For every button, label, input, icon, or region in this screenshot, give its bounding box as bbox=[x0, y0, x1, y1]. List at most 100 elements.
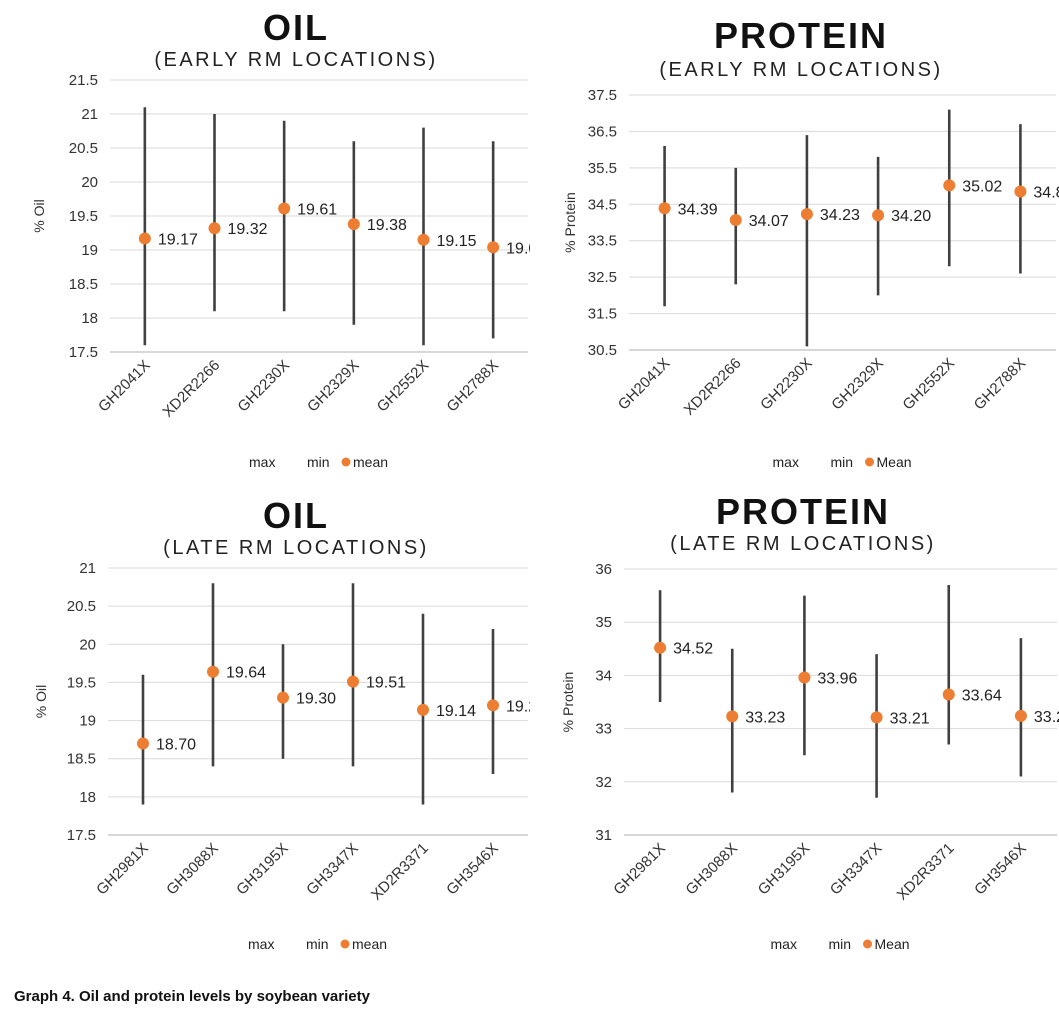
mean-point bbox=[417, 703, 429, 716]
legend-marker-mean bbox=[341, 457, 351, 467]
legend-label-mean: mean bbox=[352, 936, 387, 952]
chart-subtitle: (EARLY RM LOCATIONS) bbox=[154, 49, 437, 71]
y-tick-label: 30.5 bbox=[588, 342, 617, 359]
chart-svg: PROTEIN (EARLY RM LOCATIONS) 30.5 31.5 32.5 3… bbox=[562, 15, 1059, 470]
mean-point bbox=[800, 208, 813, 221]
x-tick-label: GH2041X bbox=[95, 357, 154, 416]
x-tick-label: GH2041X bbox=[615, 355, 674, 414]
x-tick-label: XD2R2266 bbox=[159, 357, 223, 421]
mean-point bbox=[138, 232, 151, 245]
y-tick-label: 18.5 bbox=[69, 276, 98, 293]
y-tick-label: 19 bbox=[79, 713, 96, 730]
legend-label-max: max bbox=[773, 454, 799, 470]
mean-point bbox=[1014, 709, 1027, 722]
y-tick-label: 20.5 bbox=[67, 598, 96, 615]
y-tick-label: 33 bbox=[595, 721, 612, 738]
mean-point bbox=[137, 737, 149, 750]
chart-title: PROTEIN bbox=[714, 15, 888, 56]
legend-label-min: min bbox=[829, 936, 852, 952]
x-tick-label: GH2981X bbox=[93, 840, 152, 899]
data-label: 34.07 bbox=[749, 213, 789, 230]
y-tick-label: 37.5 bbox=[588, 87, 617, 104]
data-label: 34.52 bbox=[673, 641, 713, 658]
figure-caption: Graph 4. Oil and protein levels by soybe… bbox=[14, 988, 370, 1005]
x-tick-label: XD2R3371 bbox=[368, 840, 432, 904]
y-tick-label: 19.5 bbox=[69, 208, 98, 225]
x-tick-label: GH2552X bbox=[899, 355, 958, 414]
x-tick-label: GH2329X bbox=[828, 355, 887, 414]
chart-subtitle: (EARLY RM LOCATIONS) bbox=[659, 59, 942, 81]
y-tick-label: 35.5 bbox=[588, 160, 617, 177]
mean-point bbox=[1014, 185, 1027, 198]
chart-svg: PROTEIN(LATE RM LOCATIONS) 31 32 33 34 35 36 % … bbox=[560, 491, 1059, 952]
data-label: 19.64 bbox=[226, 665, 266, 682]
x-tick-label: GH3546X bbox=[443, 840, 502, 899]
y-tick-label: 36 bbox=[595, 561, 612, 578]
data-label: 35.02 bbox=[962, 178, 1002, 195]
x-tick-label: GH3347X bbox=[827, 840, 886, 899]
mean-point bbox=[872, 209, 885, 222]
legend-label-mean: Mean bbox=[875, 936, 910, 952]
y-tick-label: 18.5 bbox=[67, 751, 96, 768]
y-tick-label: 20 bbox=[79, 636, 96, 653]
chart-svg: OIL(LATE RM LOCATIONS) 17.5 18 18.5 19 19.5 20… bbox=[33, 495, 530, 952]
data-label: 33.96 bbox=[817, 671, 857, 688]
x-tick-label: GH2788X bbox=[443, 357, 502, 416]
y-tick-label: 33.5 bbox=[588, 233, 617, 250]
y-tick-label: 21 bbox=[81, 106, 98, 123]
y-tick-label: 31 bbox=[595, 827, 612, 844]
legend-marker-mean bbox=[863, 939, 872, 949]
data-label: 19.38 bbox=[367, 217, 407, 234]
x-tick-label: GH2552X bbox=[374, 357, 433, 416]
chart-protein-late: PROTEIN (LATE RM LOCATIONS) 31 32 33 34 35 36 % … bbox=[529, 490, 1059, 980]
x-tick-label: GH3347X bbox=[303, 840, 362, 899]
data-label: 19.51 bbox=[366, 675, 406, 692]
legend-label-max: max bbox=[248, 936, 274, 952]
x-tick-label: GH3195X bbox=[755, 840, 814, 899]
y-axis-label: % Oil bbox=[33, 685, 49, 718]
data-label: 33.24 bbox=[1034, 709, 1059, 726]
chart-oil-early: OIL (EARLY RM LOCATIONS) 17.5 18 18.5 19 19.5 2… bbox=[0, 0, 530, 490]
legend-label-mean: mean bbox=[353, 454, 388, 470]
legend-label-mean: Mean bbox=[877, 454, 912, 470]
x-tick-label: GH2329X bbox=[304, 357, 363, 416]
mean-point bbox=[658, 202, 671, 215]
data-label: 19.14 bbox=[436, 703, 476, 720]
data-label: 34.23 bbox=[820, 207, 860, 224]
y-tick-label: 20 bbox=[81, 174, 98, 191]
chart-subtitle: (LATE RM LOCATIONS) bbox=[670, 533, 936, 555]
legend-marker-mean bbox=[340, 939, 350, 949]
y-tick-label: 19 bbox=[81, 242, 98, 259]
y-tick-label: 17.5 bbox=[67, 827, 96, 844]
chart-oil-late: OIL (LATE RM LOCATIONS) 17.5 18 18.5 19 19.5 20… bbox=[0, 490, 530, 980]
y-tick-label: 34.5 bbox=[588, 196, 617, 213]
legend-label-max: max bbox=[249, 454, 275, 470]
y-tick-label: 18 bbox=[81, 310, 98, 327]
data-label: 19.17 bbox=[158, 231, 198, 248]
y-tick-label: 36.5 bbox=[588, 123, 617, 140]
chart-protein-early: PROTEIN (EARLY RM LOCATIONS) 30.5 31.5 32.5 3… bbox=[529, 0, 1059, 490]
data-label: 19.04 bbox=[506, 240, 530, 257]
x-tick-label: GH3195X bbox=[233, 840, 292, 899]
data-label: 19.32 bbox=[228, 221, 268, 238]
data-label: 34.20 bbox=[891, 208, 931, 225]
y-axis-label: % Protein bbox=[560, 672, 576, 733]
x-tick-label: XD2R3371 bbox=[894, 840, 958, 904]
legend-label-min: min bbox=[831, 454, 854, 470]
chart-subtitle: (LATE RM LOCATIONS) bbox=[163, 537, 429, 559]
mean-point bbox=[654, 641, 667, 654]
data-label: 19.61 bbox=[297, 202, 337, 219]
mean-point bbox=[347, 218, 360, 231]
data-label: 34.39 bbox=[678, 201, 718, 218]
x-tick-label: XD2R2266 bbox=[681, 355, 745, 419]
mean-point bbox=[729, 213, 742, 226]
mean-point bbox=[487, 241, 500, 254]
y-axis-label: % Oil bbox=[31, 199, 47, 232]
mean-point bbox=[417, 233, 430, 246]
x-tick-label: GH3088X bbox=[163, 840, 222, 899]
y-axis-label: % Protein bbox=[562, 192, 578, 253]
y-tick-label: 31.5 bbox=[588, 306, 617, 323]
y-tick-label: 34 bbox=[595, 667, 612, 684]
y-tick-label: 32.5 bbox=[588, 269, 617, 286]
mean-point bbox=[347, 675, 359, 688]
